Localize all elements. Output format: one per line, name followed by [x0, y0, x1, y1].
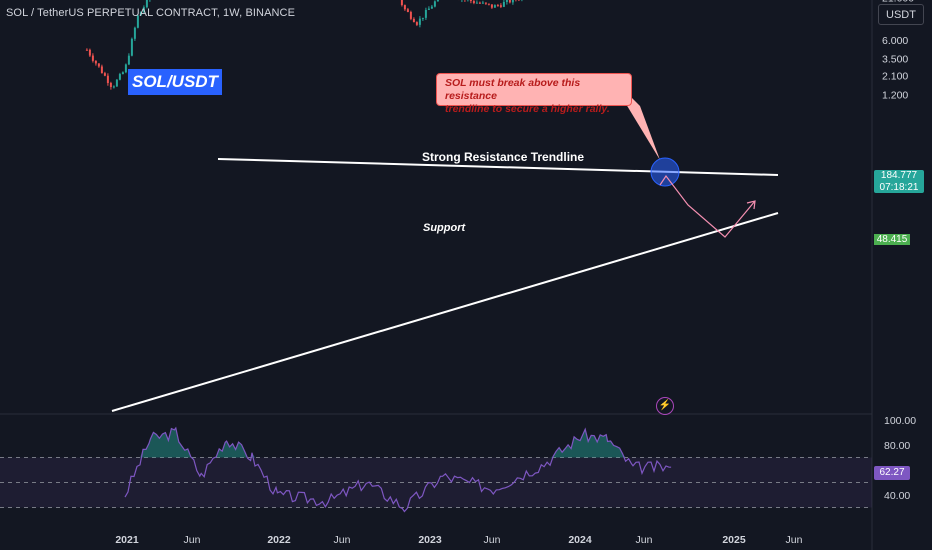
candle-body — [478, 2, 481, 4]
resistance-trendline — [217, 158, 779, 176]
candle-body — [145, 0, 148, 8]
candle-body — [106, 75, 109, 83]
pair-badge: SOL/USDT — [128, 69, 222, 95]
candle-body — [496, 5, 499, 7]
price-tick-label: 6.000 — [882, 35, 908, 47]
candle-body — [109, 82, 112, 87]
candle-body — [481, 2, 484, 4]
candle-body — [118, 74, 121, 80]
candle-body — [100, 66, 103, 74]
candle-body — [469, 0, 472, 2]
bar-countdown: 07:18:21 — [879, 182, 919, 193]
time-tick-label: 2022 — [267, 534, 291, 546]
candle-body — [487, 3, 490, 5]
breakout-highlight — [650, 157, 680, 187]
candle-body — [502, 1, 505, 7]
candle-body — [133, 27, 136, 39]
support-label: Support — [423, 222, 466, 234]
rsi-tick-label: 100.00 — [884, 415, 916, 427]
callout-note: SOL must break above this resistance tre… — [436, 73, 632, 115]
projected-path — [659, 174, 756, 238]
candle-body — [418, 18, 421, 25]
candle-body — [472, 1, 475, 4]
candle-body — [511, 0, 514, 3]
time-tick-label: 2023 — [418, 534, 442, 546]
projection-arrowhead — [746, 200, 756, 210]
current-price-value: 184.777 — [880, 170, 918, 181]
candle-body — [415, 22, 418, 25]
candle-body — [499, 5, 502, 7]
candle-body — [436, 0, 439, 2]
candle-body — [406, 9, 409, 12]
rsi-value-tag: 62.27 — [874, 466, 910, 480]
rsi-tick-label: 40.00 — [884, 490, 910, 502]
candle-body — [493, 5, 496, 8]
current-price-tag: 184.777 07:18:21 — [874, 170, 924, 193]
rsi-line — [124, 426, 672, 513]
candle-body — [475, 2, 478, 4]
candle-body — [412, 18, 415, 23]
time-tick-label: 2024 — [568, 534, 592, 546]
price-tick-label: 2.100 — [882, 71, 908, 83]
currency-button[interactable]: USDT — [878, 4, 924, 25]
time-tick-label: 2025 — [722, 534, 746, 546]
candle-body — [403, 5, 406, 10]
time-tick-label: Jun — [184, 534, 201, 546]
callout-pointer — [626, 98, 660, 160]
candle-body — [139, 11, 142, 16]
candle-body — [121, 72, 124, 75]
candle-body — [508, 0, 511, 3]
time-tick-label: Jun — [786, 534, 803, 546]
price-tick-label: 1.200 — [882, 89, 908, 101]
time-tick-label: Jun — [334, 534, 351, 546]
candle-body — [505, 0, 508, 2]
candle-body — [427, 8, 430, 10]
support-price-tag: 48.415 — [874, 234, 910, 245]
candle-body — [97, 63, 100, 67]
candle-body — [409, 11, 412, 19]
rsi-overbought-fill — [125, 428, 672, 458]
candle-body — [127, 55, 130, 65]
candle-body — [94, 60, 97, 64]
flash-icon[interactable]: ⚡ — [656, 397, 674, 415]
candle-body — [142, 7, 145, 12]
candle-body — [424, 9, 427, 18]
rsi-tick-label: 80.00 — [884, 440, 910, 452]
time-tick-label: Jun — [636, 534, 653, 546]
time-tick-label: 2021 — [115, 534, 139, 546]
candle-body — [430, 6, 433, 9]
price-tick-label: 3.500 — [882, 53, 908, 65]
rising-support-trendline — [111, 212, 779, 412]
resistance-label: Strong Resistance Trendline — [422, 150, 584, 164]
candle-body — [136, 15, 139, 28]
candle-body — [103, 73, 106, 76]
candle-body — [421, 17, 424, 19]
candle-body — [433, 1, 436, 7]
candle-body — [112, 86, 115, 88]
price-tick-label: 21.000 — [882, 0, 914, 5]
candle-body — [490, 4, 493, 8]
candle-body — [400, 0, 403, 6]
candle-body — [115, 79, 118, 87]
candle-body — [124, 64, 127, 73]
candle-body — [484, 2, 487, 4]
candle-body — [91, 55, 94, 61]
symbol-header: SOL / TetherUS PERPETUAL CONTRACT, 1W, B… — [6, 7, 296, 19]
candle-body — [88, 49, 91, 56]
candle-body — [130, 38, 133, 56]
time-tick-label: Jun — [484, 534, 501, 546]
candle-body — [85, 49, 88, 51]
